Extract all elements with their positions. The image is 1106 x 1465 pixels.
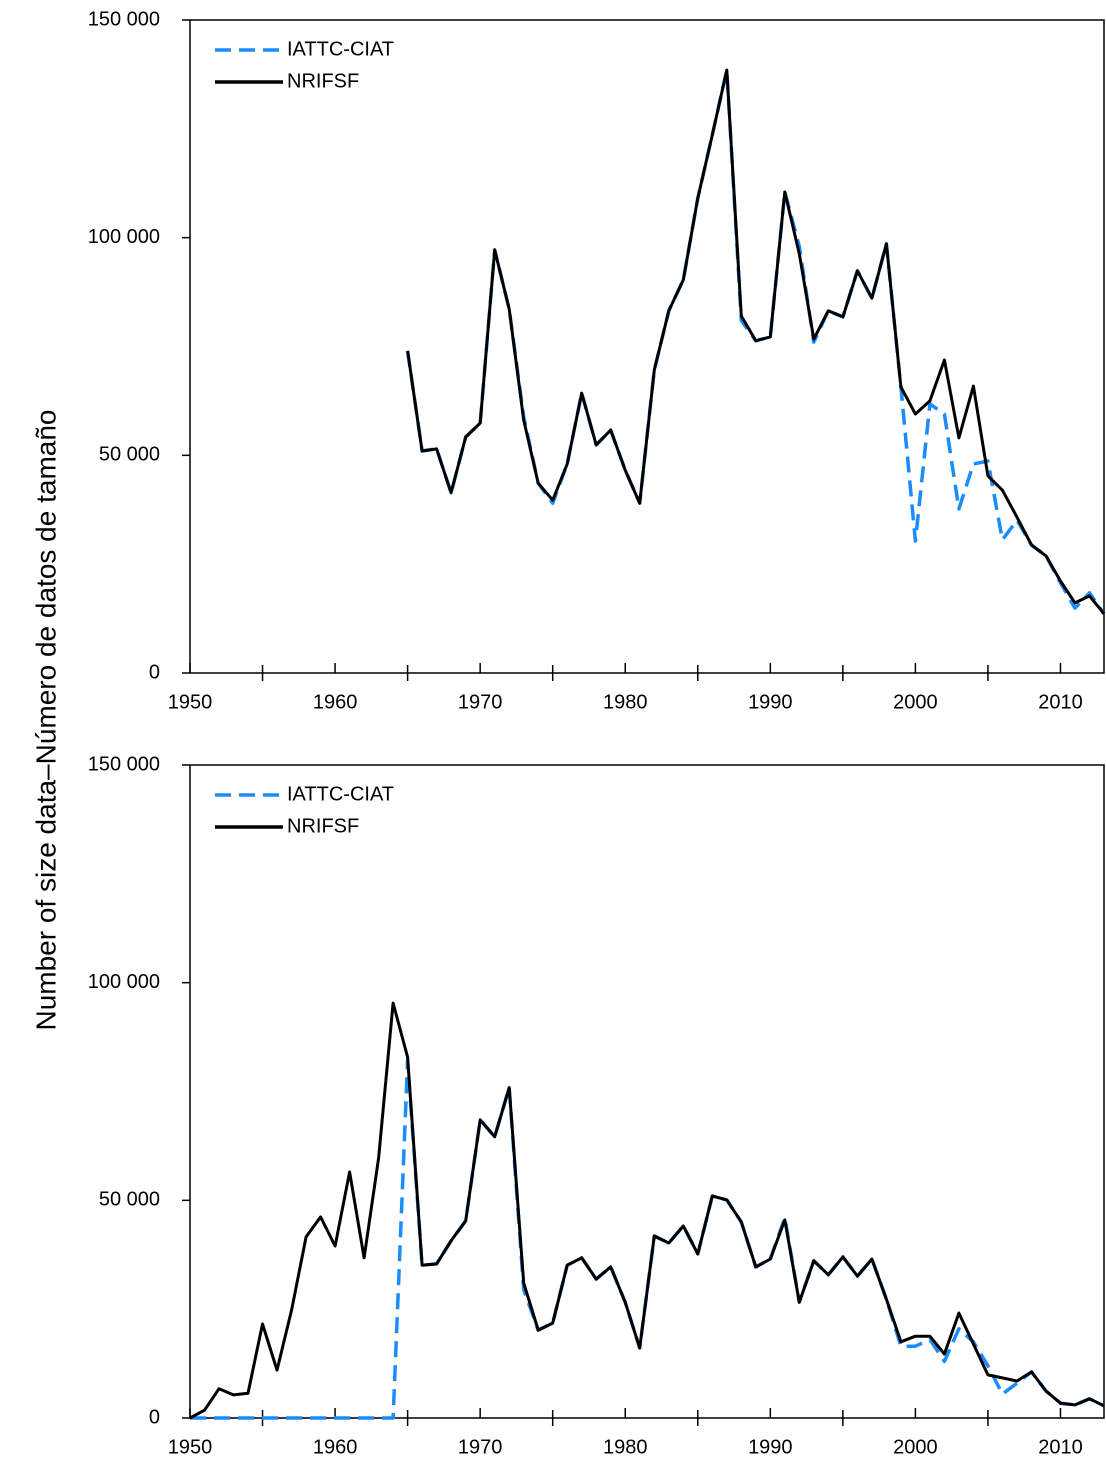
x-tick-label: 1970 bbox=[458, 691, 503, 713]
plot-frame bbox=[189, 764, 1105, 1419]
y-tick-label: 0 bbox=[149, 1406, 160, 1428]
y-axis-label: Number of size data–Número de datos de t… bbox=[30, 409, 61, 1030]
x-tick-label: 1980 bbox=[603, 691, 648, 713]
x-tick-label: 2010 bbox=[1038, 691, 1083, 713]
series-line bbox=[189, 1001, 1105, 1420]
x-tick-label: 2000 bbox=[893, 691, 938, 713]
x-tick-label: 1990 bbox=[748, 1436, 793, 1458]
x-tick-label: 1950 bbox=[168, 1436, 213, 1458]
x-tick-label: 2000 bbox=[893, 1436, 938, 1458]
plot-frame bbox=[189, 19, 1105, 674]
x-tick-label: 1960 bbox=[313, 691, 358, 713]
series-line bbox=[406, 68, 1106, 615]
y-tick-label: 100 000 bbox=[88, 971, 160, 993]
legend-label: IATTC-CIAT bbox=[287, 38, 394, 60]
legend-label: NRIFSF bbox=[287, 70, 359, 92]
y-tick-label: 100 000 bbox=[88, 226, 160, 248]
x-tick-label: 1950 bbox=[168, 691, 213, 713]
x-tick-label: 2010 bbox=[1038, 1436, 1083, 1458]
legend-label: IATTC-CIAT bbox=[287, 783, 394, 805]
legend-label: NRIFSF bbox=[287, 815, 359, 837]
y-tick-label: 150 000 bbox=[88, 753, 160, 775]
x-tick-label: 1970 bbox=[458, 1436, 503, 1458]
y-tick-label: 0 bbox=[149, 661, 160, 683]
y-tick-label: 150 000 bbox=[88, 8, 160, 30]
y-tick-label: 50 000 bbox=[99, 444, 160, 466]
x-tick-label: 1980 bbox=[603, 1436, 648, 1458]
y-tick-label: 50 000 bbox=[99, 1189, 160, 1211]
x-tick-label: 1990 bbox=[748, 691, 793, 713]
x-tick-label: 1960 bbox=[313, 1436, 358, 1458]
series-line bbox=[190, 1059, 1105, 1420]
